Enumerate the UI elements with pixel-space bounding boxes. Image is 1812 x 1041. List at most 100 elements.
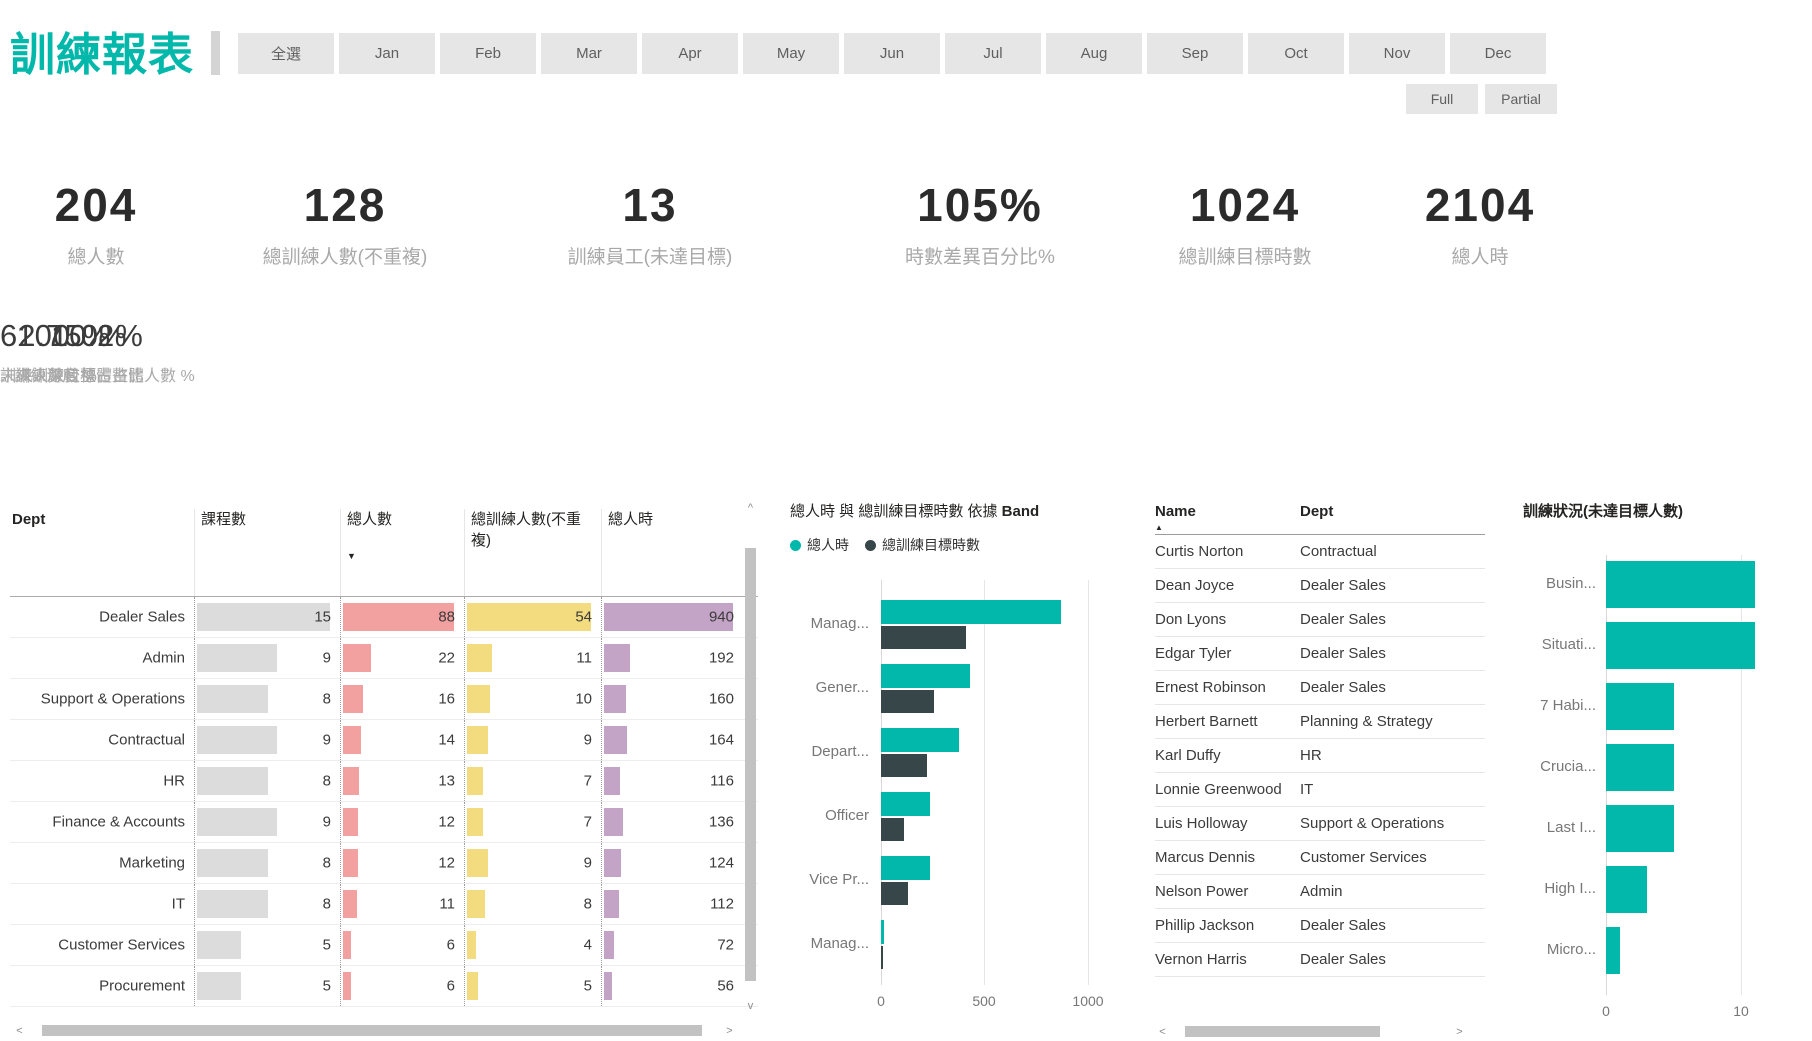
dept-table-row[interactable]: IT 8 11 8 112 [10, 884, 758, 925]
month-button-全選[interactable]: 全選 [238, 33, 334, 74]
kpi-card: 204 總人數 [16, 178, 176, 269]
name-cell: Marcus Dennis [1155, 849, 1256, 866]
bar-below-target[interactable] [1606, 744, 1674, 791]
kpi-value: 128 [303, 179, 387, 231]
dept-table-row[interactable]: Admin 9 22 11 192 [10, 638, 758, 679]
name-table-row[interactable]: Nelson Power Admin [1155, 875, 1485, 909]
dept-table-row[interactable]: HR 8 13 7 116 [10, 761, 758, 802]
name-table-row[interactable]: Herbert Barnett Planning & Strategy [1155, 705, 1485, 739]
scroll-left-icon[interactable]: < [1159, 1025, 1166, 1038]
bar-below-target[interactable] [1606, 683, 1674, 730]
scroll-right-icon[interactable]: > [726, 1024, 733, 1037]
dept-table-row[interactable]: Procurement 5 6 5 56 [10, 966, 758, 1007]
name-table-row[interactable]: Luis Holloway Support & Operations [1155, 807, 1485, 841]
data-bar-hours [604, 849, 622, 877]
month-button-sep[interactable]: Sep [1147, 33, 1243, 74]
name-cell: Vernon Harris [1155, 951, 1247, 968]
name-table-row[interactable]: Lonnie Greenwood IT [1155, 773, 1485, 807]
bar-target-hours[interactable] [881, 818, 904, 841]
month-button-aug[interactable]: Aug [1046, 33, 1142, 74]
bar-below-target[interactable] [1606, 622, 1755, 669]
dept-table-row[interactable]: Finance & Accounts 9 12 7 136 [10, 802, 758, 843]
bar-target-hours[interactable] [881, 882, 908, 905]
bar-total-hours[interactable] [881, 728, 959, 752]
legend-item-total-hours[interactable]: 總人時 [790, 535, 849, 555]
bar-total-hours[interactable] [881, 920, 885, 944]
x-tick-0: 0 [877, 993, 885, 1009]
bar-target-hours[interactable] [881, 690, 934, 713]
horizontal-scrollbar-thumb[interactable] [42, 1025, 702, 1036]
column-header-hours[interactable]: 總人時 [601, 509, 743, 596]
month-button-mar[interactable]: Mar [541, 33, 637, 74]
dept-cell: Dealer Sales [1300, 679, 1386, 696]
month-button-feb[interactable]: Feb [440, 33, 536, 74]
category-label: Depart... [811, 743, 869, 760]
month-button-nov[interactable]: Nov [1349, 33, 1445, 74]
month-button-dec[interactable]: Dec [1450, 33, 1546, 74]
vertical-scrollbar-thumb[interactable] [745, 548, 756, 981]
name-table-row[interactable]: Phillip Jackson Dealer Sales [1155, 909, 1485, 943]
column-header-dept[interactable]: Dept [12, 511, 46, 528]
full-button[interactable]: Full [1406, 84, 1478, 114]
band-bar-group [881, 600, 1062, 649]
bar-total-hours[interactable] [881, 664, 970, 688]
kpi-card: 105% 時數差異百分比% [825, 178, 1135, 269]
category-label: Manag... [810, 935, 869, 952]
legend-item-target-hours[interactable]: 總訓練目標時數 [865, 535, 980, 555]
month-button-jul[interactable]: Jul [945, 33, 1041, 74]
dept-table-vertical-scrollbar[interactable]: ^ v [743, 500, 758, 1015]
month-button-oct[interactable]: Oct [1248, 33, 1344, 74]
name-table-row[interactable]: Karl Duffy HR [1155, 739, 1485, 773]
name-table-row[interactable]: Curtis Norton Contractual [1155, 535, 1485, 569]
bar-below-target[interactable] [1606, 805, 1674, 852]
scroll-down-icon[interactable]: v [747, 999, 754, 1012]
dept-table-row[interactable]: Support & Operations 8 16 10 160 [10, 679, 758, 720]
name-table-row[interactable]: Don Lyons Dealer Sales [1155, 603, 1485, 637]
bar-below-target[interactable] [1606, 866, 1647, 913]
dept-table-horizontal-scrollbar[interactable]: < > [12, 1023, 737, 1038]
name-table-row[interactable]: Ernest Robinson Dealer Sales [1155, 671, 1485, 705]
scroll-left-icon[interactable]: < [16, 1024, 23, 1037]
bar-below-target[interactable] [1606, 561, 1755, 608]
data-bar-people [343, 931, 351, 959]
bar-target-hours[interactable] [881, 754, 927, 777]
band-bar-group [881, 792, 930, 841]
month-button-may[interactable]: May [743, 33, 839, 74]
bar-total-hours[interactable] [881, 600, 1062, 624]
bar-total-hours[interactable] [881, 792, 930, 816]
bar-below-target[interactable] [1606, 927, 1620, 974]
column-header-trained[interactable]: 總訓練人數(不重複) [464, 509, 601, 596]
bar-total-hours[interactable] [881, 856, 930, 880]
kpi-card-secondary: 10.2% 未來訓練目標占整體人數 % [0, 318, 195, 386]
name-table-row[interactable]: Edgar Tyler Dealer Sales [1155, 637, 1485, 671]
data-bar-hours [604, 972, 612, 1000]
name-table-row[interactable]: Dean Joyce Dealer Sales [1155, 569, 1485, 603]
horizontal-scrollbar-thumb[interactable] [1185, 1026, 1380, 1037]
name-table-horizontal-scrollbar[interactable]: < > [1155, 1024, 1467, 1039]
dept-table-row[interactable]: Marketing 8 12 9 124 [10, 843, 758, 884]
partial-button[interactable]: Partial [1485, 84, 1557, 114]
name-table-row[interactable]: Marcus Dennis Customer Services [1155, 841, 1485, 875]
dept-table-row[interactable]: Customer Services 5 6 4 72 [10, 925, 758, 966]
category-label: Officer [825, 807, 869, 824]
month-button-jan[interactable]: Jan [339, 33, 435, 74]
name-table-row[interactable]: Vernon Harris Dealer Sales [1155, 943, 1485, 977]
column-header-name-dept[interactable]: Dept [1300, 503, 1334, 520]
kpi-value: 62.75% [0, 318, 112, 353]
column-header-courses[interactable]: 課程數 [194, 509, 340, 596]
month-button-jun[interactable]: Jun [844, 33, 940, 74]
column-header-people[interactable]: 總人數 ▼ [340, 509, 464, 596]
dept-table-row[interactable]: Dealer Sales 15 88 54 940 [10, 597, 758, 638]
data-bar-trained [467, 972, 479, 1000]
month-button-apr[interactable]: Apr [642, 33, 738, 74]
bar-target-hours[interactable] [881, 626, 966, 649]
dept-table-row[interactable]: Contractual 9 14 9 164 [10, 720, 758, 761]
category-label: Manag... [810, 615, 869, 632]
scroll-up-icon[interactable]: ^ [747, 501, 754, 514]
kpi-card: 128 總訓練人數(不重複) [235, 178, 455, 269]
scroll-right-icon[interactable]: > [1456, 1025, 1463, 1038]
dept-table: Dept 課程數 總人數 ▼ 總訓練人數(不重複) 總人時 Dealer Sal… [10, 497, 758, 1040]
bar-target-hours[interactable] [881, 946, 884, 969]
column-header-name[interactable]: Name ▲ [1155, 503, 1300, 532]
